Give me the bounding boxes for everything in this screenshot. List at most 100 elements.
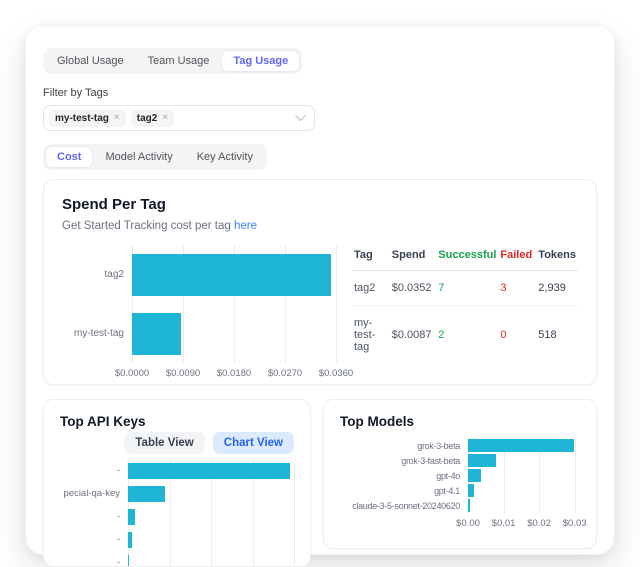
gridline xyxy=(294,459,295,567)
bar xyxy=(468,469,481,482)
col-spend: Spend xyxy=(390,246,437,271)
chart-row: - xyxy=(60,505,294,528)
top-models-chart: grok-3-beta grok-3-fast-beta gpt-4o gpt-4.1… xyxy=(340,438,580,529)
chart-row: gpt-4o xyxy=(340,468,580,483)
axis-tick-label: $0.0180 xyxy=(217,368,251,379)
bar-track xyxy=(468,453,580,468)
chart-row: - xyxy=(60,459,294,482)
bar xyxy=(132,254,331,296)
axis-tick-label: $0.0090 xyxy=(166,368,200,379)
axis-tick-label: $0.01 xyxy=(492,518,516,529)
col-failed: Failed xyxy=(498,246,536,271)
col-successful: Successful xyxy=(436,246,498,271)
gridline xyxy=(336,245,337,363)
bar-track xyxy=(128,482,294,505)
bar xyxy=(128,509,135,525)
chart-row: my-test-tag xyxy=(62,304,336,363)
bar-track xyxy=(128,459,294,482)
bar-track xyxy=(132,245,336,304)
bar-track xyxy=(132,304,336,363)
category-label: pecial-qa-key xyxy=(60,488,128,499)
category-label: grok-3-fast-beta xyxy=(340,456,468,466)
filter-by-tags-label: Filter by Tags xyxy=(43,87,597,99)
tab-global-usage[interactable]: Global Usage xyxy=(46,51,135,71)
chart-row: grok-3-beta xyxy=(340,438,580,453)
cell-tokens: 518 xyxy=(536,306,578,365)
tab-model-activity[interactable]: Model Activity xyxy=(94,147,183,167)
tab-team-usage[interactable]: Team Usage xyxy=(137,51,221,71)
tag-chip[interactable]: tag2 × xyxy=(131,110,174,127)
bar xyxy=(128,532,132,548)
axis-tick-label: $0.0000 xyxy=(115,368,149,379)
bar xyxy=(468,439,574,452)
chart-row: pecial-qa-key xyxy=(60,482,294,505)
tab-key-activity[interactable]: Key Activity xyxy=(186,147,264,167)
chart-view-button[interactable]: Chart View xyxy=(213,432,294,454)
bar xyxy=(132,313,181,355)
chevron-down-icon[interactable] xyxy=(295,115,306,122)
axis-tick-label: $0.0360 xyxy=(319,368,353,379)
table-row: my-test-tag $0.0087 2 0 518 xyxy=(352,306,578,365)
chart-row: grok-3-fast-beta xyxy=(340,453,580,468)
tag-chip-label: tag2 xyxy=(137,113,158,124)
cell-tag: my-test-tag xyxy=(352,306,390,365)
bar-track xyxy=(468,468,580,483)
category-label: gpt-4o xyxy=(340,471,468,481)
x-axis: $0.00$0.01$0.02$0.03 xyxy=(468,513,580,529)
axis-tick-label: $0.03 xyxy=(563,518,587,529)
spend-per-tag-subtitle: Get Started Tracking cost per tag here xyxy=(62,220,578,232)
bar xyxy=(128,463,290,479)
tag-chip-label: my-test-tag xyxy=(55,113,109,124)
bar xyxy=(128,486,165,502)
usage-tab-group: Global Usage Team Usage Tag Usage xyxy=(43,48,302,74)
table-header-row: Tag Spend Successful Failed Tokens xyxy=(352,246,578,271)
bar xyxy=(468,499,470,512)
category-label: gpt-4.1 xyxy=(340,486,468,496)
category-label: - xyxy=(60,511,128,522)
axis-tick-label: $0.02 xyxy=(527,518,551,529)
axis-tick-label: $0.00 xyxy=(456,518,480,529)
cell-failed: 0 xyxy=(498,306,536,365)
cell-successful: 7 xyxy=(436,271,498,306)
axis-tick-label: $0.0270 xyxy=(268,368,302,379)
spend-per-tag-title: Spend Per Tag xyxy=(62,196,578,213)
top-api-keys-panel: Top API Keys Table View Chart View - peci… xyxy=(43,399,311,567)
remove-tag-icon[interactable]: × xyxy=(162,113,168,123)
cell-spend: $0.0087 xyxy=(390,306,437,365)
category-label: - xyxy=(60,557,128,567)
bar-track xyxy=(128,551,294,567)
category-label: grok-3-beta xyxy=(340,441,468,451)
subtitle-text: Get Started Tracking cost per tag xyxy=(62,220,231,232)
tab-cost[interactable]: Cost xyxy=(46,147,92,167)
cell-failed: 3 xyxy=(498,271,536,306)
remove-tag-icon[interactable]: × xyxy=(114,113,120,123)
x-axis: $0.0000$0.0090$0.0180$0.0270$0.0360 xyxy=(132,363,336,383)
bar-track xyxy=(128,528,294,551)
tab-tag-usage[interactable]: Tag Usage xyxy=(222,51,299,71)
bar xyxy=(468,484,474,497)
spend-per-tag-chart: tag2 my-test-tag $0.0000 $0.0090 $0.0180 $0.0… xyxy=(62,245,336,383)
top-api-keys-title: Top API Keys xyxy=(60,414,294,429)
bar-track xyxy=(468,498,580,513)
category-label: - xyxy=(60,534,128,545)
bar xyxy=(468,454,496,467)
tag-chip[interactable]: my-test-tag × xyxy=(49,110,126,127)
dashboard-window: Global Usage Team Usage Tag Usage Filter… xyxy=(25,25,615,555)
spend-per-tag-table: Tag Spend Successful Failed Tokens tag2 … xyxy=(352,246,578,383)
bar-track xyxy=(468,438,580,453)
view-tab-group: Cost Model Activity Key Activity xyxy=(43,144,267,170)
here-link[interactable]: here xyxy=(234,220,257,232)
chart-row: - xyxy=(60,528,294,551)
cell-tokens: 2,939 xyxy=(536,271,578,306)
cell-spend: $0.0352 xyxy=(390,271,437,306)
category-label: claude-3-5-sonnet-20240620 xyxy=(340,501,468,511)
chart-row: tag2 xyxy=(62,245,336,304)
table-view-button[interactable]: Table View xyxy=(124,432,204,454)
top-api-keys-chart: - pecial-qa-key - - - xyxy=(60,459,294,567)
cell-tag: tag2 xyxy=(352,271,390,306)
col-tag: Tag xyxy=(352,246,390,271)
category-label: tag2 xyxy=(62,269,132,280)
tag-filter-multiselect[interactable]: my-test-tag × tag2 × xyxy=(43,105,315,131)
bar-track xyxy=(128,505,294,528)
